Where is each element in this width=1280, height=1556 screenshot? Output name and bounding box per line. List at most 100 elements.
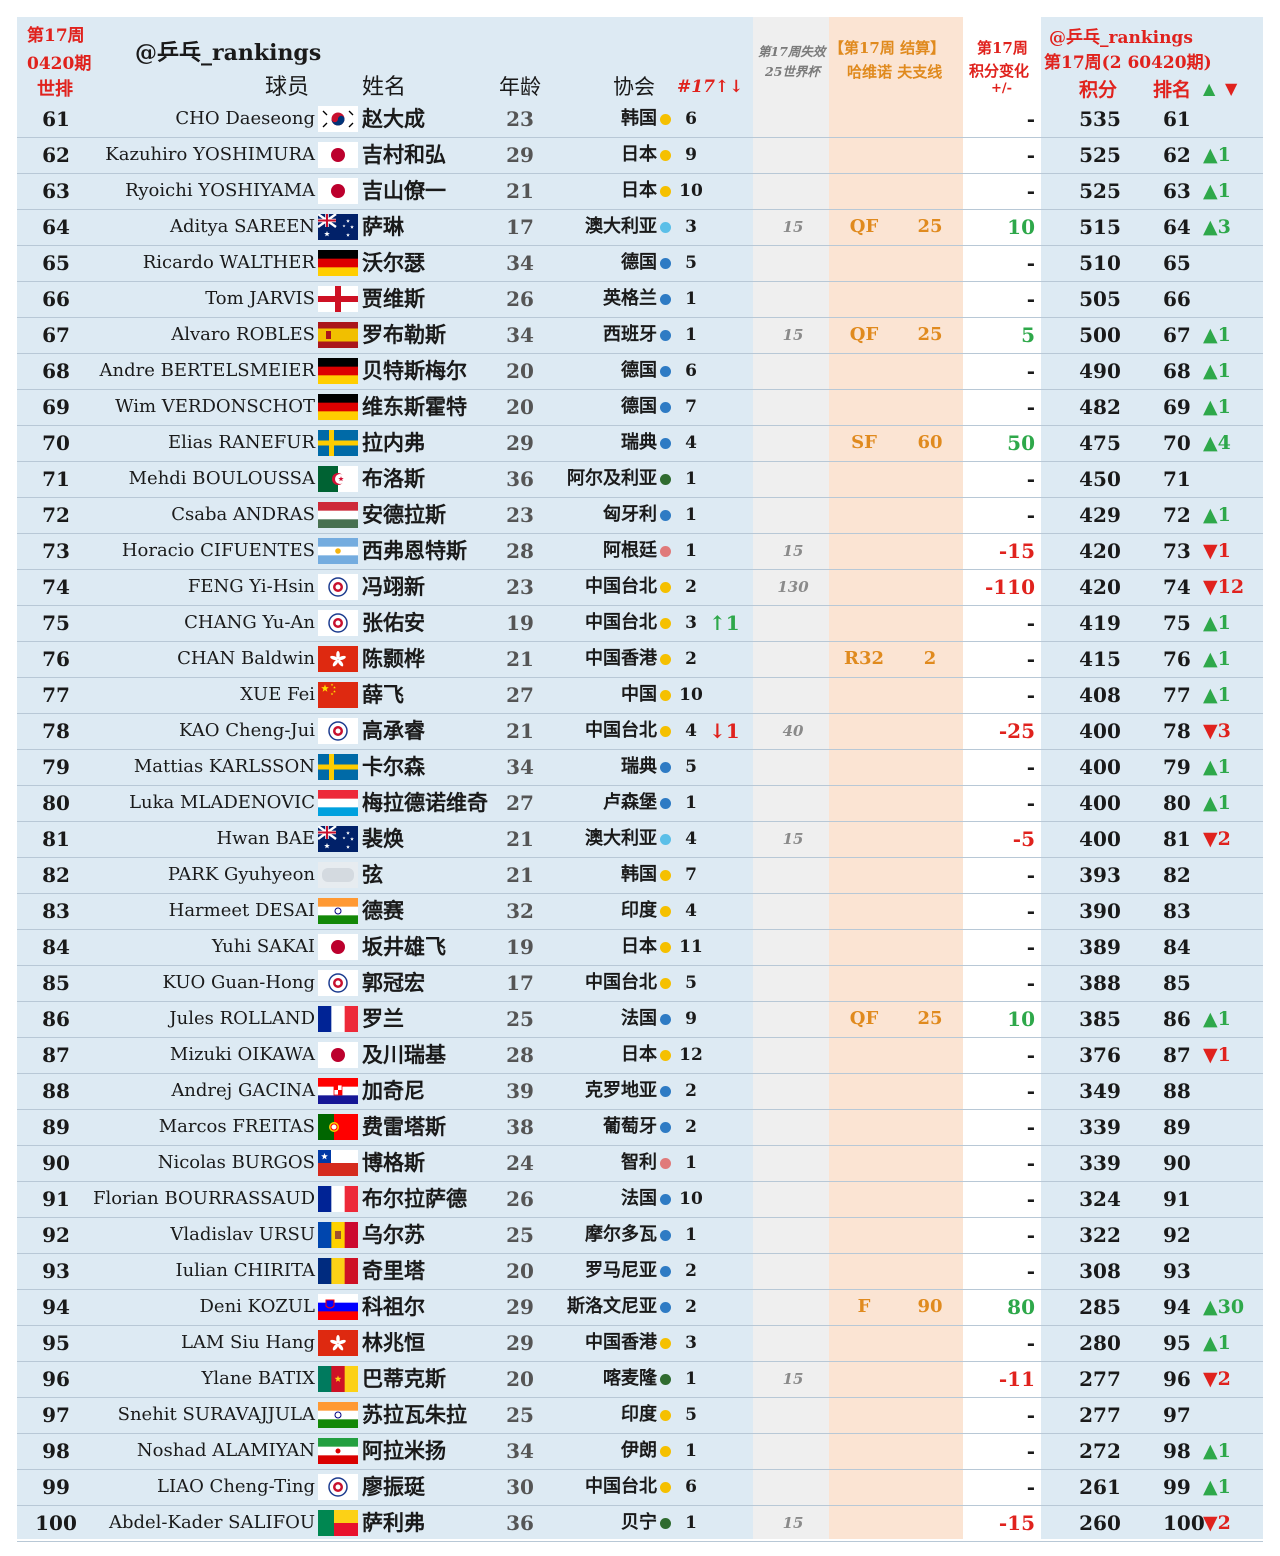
points-change: 10 <box>1007 1007 1035 1031</box>
event-count: 6 <box>685 361 697 381</box>
total-points: 535 <box>1079 107 1121 131</box>
points-change: - <box>1026 1475 1035 1499</box>
player-age: 21 <box>506 179 534 203</box>
association-dot <box>660 870 671 881</box>
player-name-en: Csaba ANDRAS <box>171 504 315 525</box>
ranking-row: 92 Vladislav URSU 乌尔苏 25 摩尔多瓦 1 - 322 92 <box>17 1217 1263 1254</box>
world-rank: 69 <box>42 395 70 419</box>
player-age: 23 <box>506 107 534 131</box>
settle-points <box>899 857 961 893</box>
ranking-row: 79 Mattias KARLSSON 卡尔森 34 瑞典 5 - 400 79 ▲1 <box>17 749 1263 786</box>
expiring-points <box>753 1325 833 1361</box>
expiring-points <box>753 281 833 317</box>
total-points: 429 <box>1079 503 1121 527</box>
esp-flag-icon <box>318 322 358 348</box>
settle-points <box>899 281 961 317</box>
expiring-points <box>753 1181 833 1217</box>
new-rank: 70 <box>1163 431 1191 455</box>
settle-points <box>899 1397 961 1433</box>
player-name-en: Alvaro ROBLES <box>171 324 315 345</box>
new-rank: 99 <box>1163 1475 1191 1499</box>
association: 法国 <box>621 1188 657 1209</box>
up-arrow-legend: ▲ <box>1203 79 1216 98</box>
world-rank: 84 <box>42 935 70 959</box>
player-name-zh: 奇里塔 <box>362 1258 425 1283</box>
points-change: - <box>1026 647 1035 671</box>
player-age: 19 <box>506 935 534 959</box>
association: 智利 <box>621 1152 657 1173</box>
player-name-zh: 布尔拉萨德 <box>362 1186 467 1211</box>
player-age: 20 <box>506 395 534 419</box>
expiring-points: 15 <box>782 1514 804 1532</box>
expiring-points <box>753 1217 833 1253</box>
points-change: - <box>1026 1043 1035 1067</box>
expiring-points <box>753 1001 833 1037</box>
player-name-zh: 巴蒂克斯 <box>362 1366 446 1391</box>
settle-result: SF <box>851 432 877 453</box>
total-points: 388 <box>1079 971 1121 995</box>
event-count: 1 <box>685 1369 697 1389</box>
player-name-zh: 林兆恒 <box>362 1330 425 1355</box>
association-dot <box>660 1230 671 1241</box>
player-name-zh: 薛飞 <box>362 682 404 707</box>
cmr-flag-icon <box>318 1366 358 1392</box>
total-points: 510 <box>1079 251 1121 275</box>
event-count: 5 <box>685 973 697 993</box>
player-name-en: Yuhi SAKAI <box>211 936 315 957</box>
ranking-row: 64 Aditya SAREEN 萨琳 17 澳大利亚 3 15 QF 25 10 515 64 ▲3 <box>17 209 1263 246</box>
player-name-en: CHANG Yu-An <box>184 612 315 633</box>
settle-result <box>829 1397 899 1433</box>
event-count: 5 <box>685 253 697 273</box>
ranking-row: 66 Tom JARVIS 贾维斯 26 英格兰 1 - 505 66 <box>17 281 1263 318</box>
total-points: 285 <box>1079 1295 1121 1319</box>
new-rank: 85 <box>1163 971 1191 995</box>
player-age: 17 <box>506 971 534 995</box>
ranking-row: 100 Abdel-Kader SALIFOU 萨利弗 36 贝宁 1 15 -15 260 10… <box>17 1505 1263 1542</box>
association-dot <box>660 798 671 809</box>
player-col-header: 球员 <box>265 75 310 100</box>
points-change: - <box>1026 683 1035 707</box>
total-points: 525 <box>1079 143 1121 167</box>
world-rank: 66 <box>42 287 70 311</box>
period-label: 0420期 <box>27 54 92 74</box>
settle-points <box>899 461 961 497</box>
expiring-points <box>753 173 833 209</box>
world-rank: 86 <box>42 1007 70 1031</box>
world-rank: 82 <box>42 863 70 887</box>
arg-flag-icon <box>318 538 358 564</box>
world-rank: 83 <box>42 899 70 923</box>
new-rank: 64 <box>1163 215 1191 239</box>
rank-movement: ▲1 <box>1203 504 1231 526</box>
settle-result: QF <box>849 216 879 237</box>
event-count: 7 <box>685 397 697 417</box>
settle-points <box>899 1469 961 1505</box>
settle-points <box>899 749 961 785</box>
world-rank: 73 <box>42 539 70 563</box>
association-dot <box>660 1158 671 1169</box>
settle-header-line2: 哈维诺 夫支线 <box>847 63 943 81</box>
rank-movement: ▼1 <box>1203 1044 1231 1066</box>
player-name-zh: 萨利弗 <box>362 1510 425 1535</box>
total-points: 389 <box>1079 935 1121 959</box>
total-points: 419 <box>1079 611 1121 635</box>
expiring-points <box>753 857 833 893</box>
world-rank: 62 <box>42 143 70 167</box>
player-name-en: LAM Siu Hang <box>180 1332 315 1353</box>
settle-points <box>899 1433 961 1469</box>
rank-col-header: 排名 <box>1153 79 1192 101</box>
world-rank: 68 <box>42 359 70 383</box>
settle-result <box>829 281 899 317</box>
settle-points <box>899 1361 961 1397</box>
event-count: 1 <box>685 325 697 345</box>
total-points: 475 <box>1079 431 1121 455</box>
points-change: - <box>1026 179 1035 203</box>
world-rank: 65 <box>42 251 70 275</box>
rank-movement: ▲1 <box>1203 396 1231 418</box>
ranking-row: 94 Deni KOZUL 科祖尔 29 斯洛文尼亚 2 F 90 80 285 94 ▲30 <box>17 1289 1263 1326</box>
total-points: 420 <box>1079 539 1121 563</box>
player-age: 39 <box>506 1079 534 1103</box>
player-name-zh: 拉内弗 <box>362 430 425 455</box>
ind-flag-icon <box>318 1402 358 1428</box>
rank-movement: ▲1 <box>1203 1476 1231 1498</box>
player-name-en: Harmeet DESAI <box>168 900 315 921</box>
